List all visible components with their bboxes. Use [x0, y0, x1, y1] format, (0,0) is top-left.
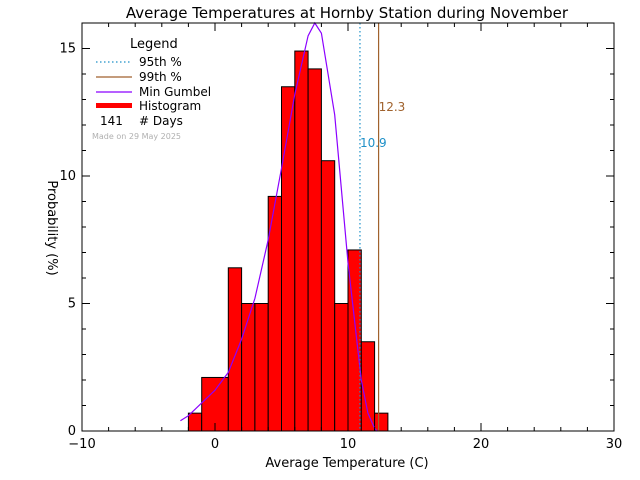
- legend-gumbel-label: Min Gumbel: [139, 85, 211, 99]
- y-axis-label: Probability (%): [44, 180, 59, 275]
- made-on-note: Made on 29 May 2025: [92, 132, 181, 141]
- chart-title: Average Temperatures at Hornby Station d…: [126, 4, 569, 22]
- histogram-bar: [374, 412, 389, 432]
- histogram-bar: [254, 303, 269, 432]
- histogram: [187, 50, 389, 432]
- x-axis-label: Average Temperature (C): [265, 456, 428, 471]
- legend-histogram-swatch: [96, 103, 132, 108]
- histogram-bar: [281, 86, 296, 432]
- x-tick-label: 20: [473, 437, 490, 452]
- histogram-bar: [334, 303, 349, 432]
- legend-days-label: # Days: [139, 114, 183, 128]
- min-gumbel-curve-group: [180, 21, 378, 432]
- legend-days-count: 141: [100, 114, 123, 128]
- percentile-95-label: 10.9: [360, 136, 387, 150]
- legend-title: Legend: [130, 37, 178, 52]
- legend-99th-label: 99th %: [139, 70, 182, 84]
- legend-95th-label: 95th %: [139, 55, 182, 69]
- histogram-bar: [320, 160, 336, 432]
- x-tick-label: 10: [340, 437, 357, 452]
- histogram-bar: [307, 68, 322, 432]
- x-tick-label: −10: [68, 437, 95, 452]
- x-tick-label: 30: [606, 437, 623, 452]
- histogram-bar: [187, 412, 203, 432]
- histogram-bar: [294, 50, 309, 432]
- y-tick-label: 10: [59, 169, 76, 184]
- legend: Legend 95th % 99th % Min Gumbel Histogra…: [92, 37, 211, 141]
- histogram-bar: [201, 376, 229, 432]
- x-tick-label: 0: [211, 437, 219, 452]
- histogram-bar: [241, 303, 256, 432]
- min-gumbel-curve: [180, 21, 378, 432]
- percentile-99-label: 12.3: [379, 100, 406, 114]
- percentile-lines: 10.9 12.3: [359, 23, 406, 431]
- histogram-bar: [360, 341, 376, 432]
- legend-histogram-label: Histogram: [139, 99, 201, 113]
- histogram-bar: [227, 267, 243, 432]
- y-tick-label: 15: [59, 42, 76, 57]
- y-tick-label: 5: [68, 297, 76, 312]
- y-tick-label: 0: [68, 424, 76, 439]
